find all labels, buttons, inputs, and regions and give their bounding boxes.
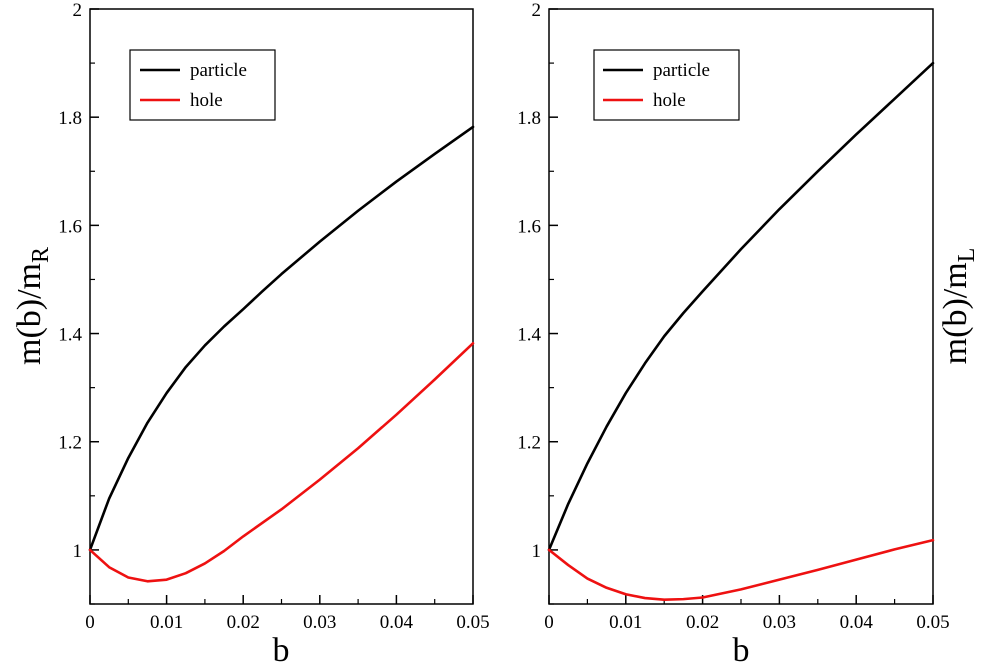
right-x-tick-label: 0.04 — [840, 612, 874, 633]
left-y-tick-label: 1.2 — [58, 433, 82, 454]
left-x-tick-label: 0.02 — [227, 612, 260, 633]
left-legend-box — [129, 49, 276, 121]
right-series-group — [547, 61, 935, 601]
left-y-tick-label: 1.4 — [58, 325, 82, 346]
left-legend-label-hole: hole — [190, 90, 223, 111]
left-x-tick-label: 0.05 — [456, 612, 489, 633]
left-x-tick-label: 0.04 — [380, 612, 414, 633]
left-y-tick-label: 1.8 — [58, 108, 82, 129]
right-legend-box — [593, 49, 740, 121]
right-legend: particle hole — [593, 49, 740, 121]
right-x-tick-label: 0.03 — [763, 612, 796, 633]
right-series-line-particle — [547, 61, 935, 552]
left-legend-label-particle: particle — [190, 60, 247, 81]
left-legend: particle hole — [129, 49, 276, 121]
left-series-line-hole — [88, 341, 475, 583]
right-y-tick-label: 1.6 — [517, 216, 541, 237]
left-series-line-particle — [88, 125, 475, 552]
left-y-axis-title-main: m(b)/m — [11, 263, 48, 365]
left-x-axis-title: b — [273, 632, 290, 666]
right-axis-ticks: 0 0.01 0.02 0.03 0.04 0.05 1 1.2 1.4 1.6 1.8 2 — [517, 0, 949, 633]
right-series-line-hole — [547, 538, 935, 601]
left-series-group — [88, 125, 475, 583]
left-axis-ticks: 0 0.01 0.02 0.03 0.04 0.05 1 1.2 1.4 1.6 1.8 2 — [58, 0, 489, 633]
left-panel: 0 0.01 0.02 0.03 0.04 0.05 1 1.2 1.4 1.6 1.8 2 part… — [11, 0, 490, 666]
right-legend-label-hole: hole — [653, 90, 686, 111]
right-y-tick-label: 1.2 — [517, 433, 541, 454]
left-y-axis-title-subscript: R — [28, 247, 54, 263]
left-x-tick-label: 0 — [85, 612, 95, 633]
right-x-tick-label: 0.01 — [609, 612, 642, 633]
right-x-tick-label: 0 — [544, 612, 554, 633]
left-y-tick-label: 1 — [73, 541, 83, 562]
left-y-tick-label: 1.6 — [58, 216, 82, 237]
left-y-tick-label: 2 — [73, 0, 83, 21]
right-x-axis-title: b — [733, 632, 750, 666]
right-panel: 0 0.01 0.02 0.03 0.04 0.05 1 1.2 1.4 1.6 1.8 2 part… — [517, 0, 980, 666]
right-y-axis-title: m(b)/mL — [937, 248, 980, 365]
right-y-axis-title-main: m(b)/m — [937, 262, 974, 364]
right-y-axis-title-subscript: L — [954, 248, 980, 263]
right-x-tick-label: 0.02 — [686, 612, 719, 633]
left-x-tick-label: 0.01 — [150, 612, 183, 633]
right-legend-label-particle: particle — [653, 60, 710, 81]
right-y-tick-label: 1 — [532, 541, 542, 562]
left-x-tick-label: 0.03 — [303, 612, 336, 633]
right-y-tick-label: 2 — [532, 0, 542, 21]
right-y-tick-label: 1.8 — [517, 108, 541, 129]
right-y-tick-label: 1.4 — [517, 325, 541, 346]
left-y-axis-title: m(b)/mR — [11, 247, 54, 365]
right-x-tick-label: 0.05 — [916, 612, 949, 633]
